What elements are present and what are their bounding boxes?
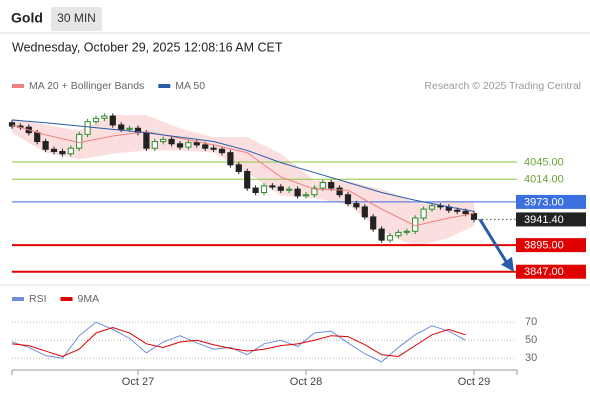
date: Wednesday, October 29, 2025 12:08:16 AM …	[12, 40, 283, 54]
x-tick-label: Oct 29	[458, 376, 490, 388]
candle-body	[160, 138, 167, 143]
bollinger-band	[12, 114, 474, 247]
projection-arrowhead	[501, 256, 514, 272]
candle-body	[252, 187, 259, 194]
candle-body	[353, 203, 360, 208]
candle-body	[420, 208, 427, 219]
last-price-label: 3941.40	[524, 214, 564, 226]
candle-body	[84, 121, 91, 135]
level-label-box	[516, 264, 586, 279]
level-label: 3895.00	[524, 240, 564, 252]
candle-body	[437, 205, 444, 208]
candle-body	[319, 182, 326, 189]
level-label: 3847.00	[524, 266, 564, 278]
candle-body	[92, 117, 100, 123]
candle-body	[218, 148, 226, 154]
candle-body	[336, 187, 343, 196]
candle-body	[277, 186, 284, 191]
indicator-line	[11, 321, 466, 363]
candle-body	[294, 188, 301, 197]
candle-body	[42, 141, 49, 150]
candle-body	[118, 124, 125, 130]
candle-body	[428, 205, 436, 210]
copyright: Research © 2025 Trading Central	[424, 80, 581, 92]
indicator-line	[11, 327, 466, 357]
level-label-box	[516, 238, 586, 253]
candle-body	[260, 185, 268, 194]
legend-label: MA 50	[175, 80, 205, 92]
timeframe[interactable]: 30 MIN	[57, 11, 96, 25]
candle-body	[470, 213, 478, 220]
candle-body	[286, 188, 293, 191]
candle-body	[235, 164, 242, 172]
candle-body	[34, 132, 41, 143]
timeframe-badge[interactable]	[51, 7, 102, 31]
candle-body	[176, 143, 184, 148]
legend-label: 9MA	[78, 293, 100, 305]
candle-body	[395, 231, 402, 237]
y-tick-label: 70	[525, 316, 537, 328]
level-label: 4014.00	[524, 174, 564, 186]
candle-body	[328, 182, 335, 189]
candle-body	[227, 152, 234, 166]
legend-label: MA 20 + Bollinger Bands	[29, 80, 144, 92]
candle-body	[370, 216, 377, 230]
candle-body	[454, 209, 461, 212]
projection-arrow	[478, 218, 510, 266]
candle-body	[462, 210, 469, 215]
candle-body	[168, 138, 175, 145]
x-tick-label: Oct 28	[290, 376, 322, 388]
level-label-box	[516, 194, 586, 209]
legend-swatch	[12, 297, 24, 301]
candle-body	[151, 141, 158, 149]
candle-body	[386, 235, 394, 241]
candle-body	[185, 142, 192, 148]
candle-body	[311, 187, 318, 196]
candle-body	[344, 194, 352, 205]
y-tick-label: 50	[525, 334, 537, 346]
candle-body	[302, 194, 310, 197]
candle-body	[50, 148, 58, 153]
candle-body	[244, 170, 251, 189]
candle-body	[59, 151, 66, 155]
legend-label: RSI	[29, 293, 47, 305]
candle-body	[269, 185, 276, 188]
last-price-box	[516, 212, 586, 227]
candle-body	[76, 133, 83, 149]
level-label: 4045.00	[524, 156, 564, 168]
candle-body	[403, 230, 410, 233]
x-tick-label: Oct 27	[122, 376, 154, 388]
ma-line	[11, 124, 475, 227]
candle-body	[202, 144, 209, 149]
candle-body	[210, 147, 217, 150]
legend-swatch	[12, 84, 24, 88]
candle-body	[67, 147, 74, 155]
candle-body	[361, 206, 368, 218]
candle-body	[193, 142, 200, 146]
candle-body	[126, 127, 133, 130]
candle-body	[8, 122, 16, 127]
candle-body	[143, 132, 150, 149]
symbol: Gold	[11, 10, 43, 26]
candle-body	[109, 115, 116, 126]
ma-line	[11, 119, 475, 212]
candle-body	[101, 115, 108, 119]
candle-body	[378, 228, 385, 241]
level-label: 3973.00	[524, 196, 564, 208]
legend-swatch	[158, 84, 171, 88]
y-tick-label: 30	[525, 352, 537, 364]
legend-swatch	[60, 297, 73, 301]
